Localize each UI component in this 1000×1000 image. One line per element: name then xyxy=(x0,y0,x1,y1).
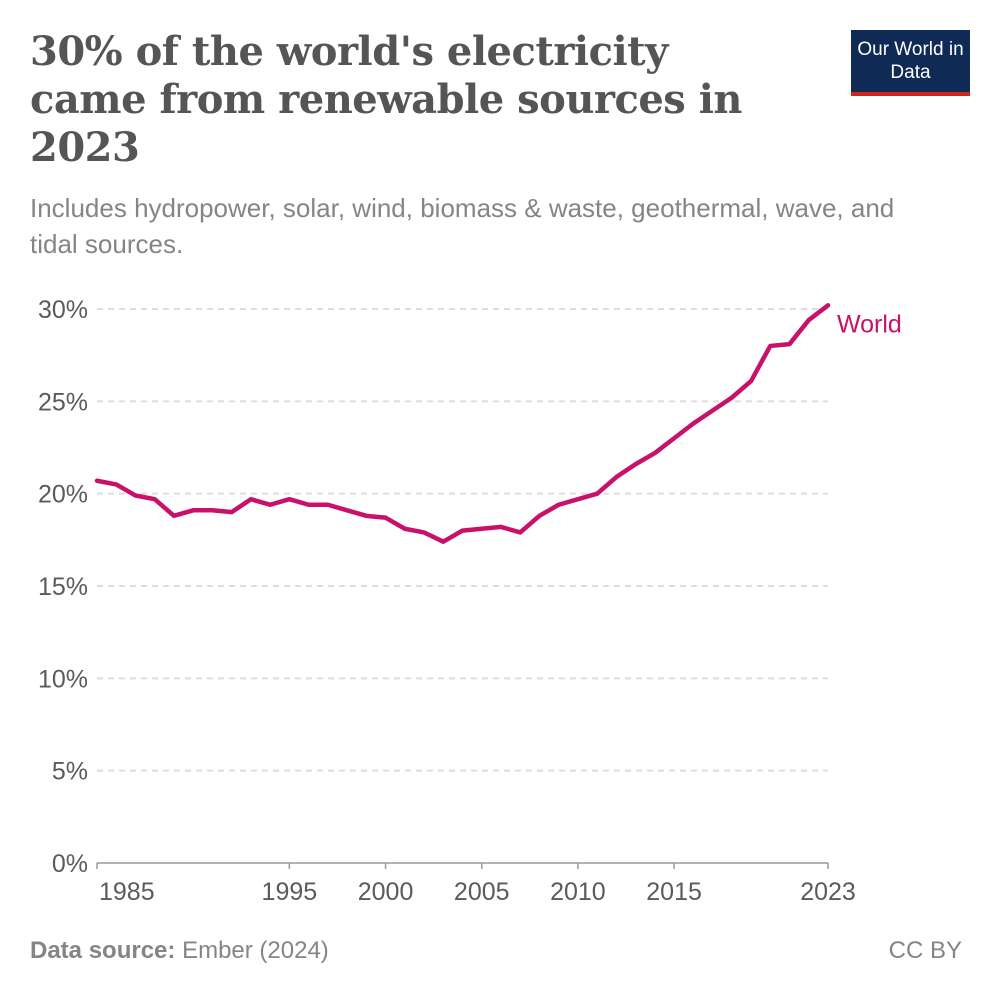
y-tick-label: 10% xyxy=(38,665,88,693)
logo-text: Our World in Data xyxy=(857,39,964,83)
y-tick-label: 0% xyxy=(52,850,88,878)
y-tick-label: 15% xyxy=(38,573,88,601)
source-label: Data source: xyxy=(30,937,176,964)
y-tick-label: 30% xyxy=(38,296,88,324)
y-tick-label: 20% xyxy=(38,481,88,509)
x-tick-label: 2010 xyxy=(550,878,606,906)
x-tick-label: 2023 xyxy=(800,878,856,906)
y-tick-label: 5% xyxy=(52,758,88,786)
x-tick-label: 2015 xyxy=(646,878,702,906)
x-tick-label: 2005 xyxy=(454,878,510,906)
y-tick-label: 25% xyxy=(38,388,88,416)
license[interactable]: CC BY xyxy=(888,937,962,964)
x-tick-label: 1985 xyxy=(99,878,155,906)
owid-logo[interactable]: Our World in Data xyxy=(851,30,970,96)
series-line-world xyxy=(94,303,831,544)
x-tick-label: 2000 xyxy=(358,878,414,906)
source-value[interactable]: Ember (2024) xyxy=(182,937,329,964)
data-source: Data source: Ember (2024) xyxy=(30,937,329,965)
series-label-world: World xyxy=(837,310,902,338)
x-tick-label: 1995 xyxy=(262,878,318,906)
chart-subtitle: Includes hydropower, solar, wind, biomas… xyxy=(30,193,895,259)
chart-title: 30% of the world's electricity came from… xyxy=(30,28,743,171)
